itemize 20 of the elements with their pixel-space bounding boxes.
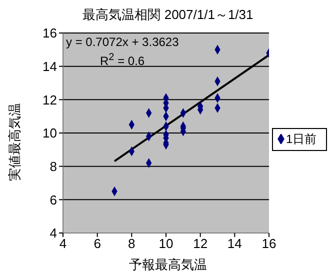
y-tick-label: 8 (50, 158, 57, 174)
annotation: R$^{2}$ = 0.6 (100, 52, 145, 68)
x-tick-label: 8 (128, 236, 136, 252)
x-tick-label: 6 (94, 236, 101, 252)
x-tick-label: 10 (158, 236, 174, 252)
y-tick-label: 12 (42, 92, 57, 108)
y-tick-label: 10 (42, 126, 57, 141)
x-tick-label: 4 (59, 236, 67, 252)
x-tick-label: 14 (227, 236, 242, 252)
annotation: y = 0.7072x + 3.3623 (66, 35, 179, 49)
y-tick-label: 16 (42, 26, 57, 41)
y-axis-title: 実値最高気温 (6, 102, 23, 183)
x-axis-title: 予報最高気温 (128, 256, 208, 274)
legend-label: 1日前 (286, 130, 317, 148)
chart-title: 最高気温相関 2007/1/1～1/31 (82, 6, 254, 24)
y-tick-label: 6 (50, 192, 57, 208)
y-tick-label: 4 (50, 226, 57, 241)
x-tick-label: 16 (262, 236, 276, 252)
y-tick-label: 14 (42, 58, 57, 74)
x-tick-label: 12 (193, 236, 208, 252)
